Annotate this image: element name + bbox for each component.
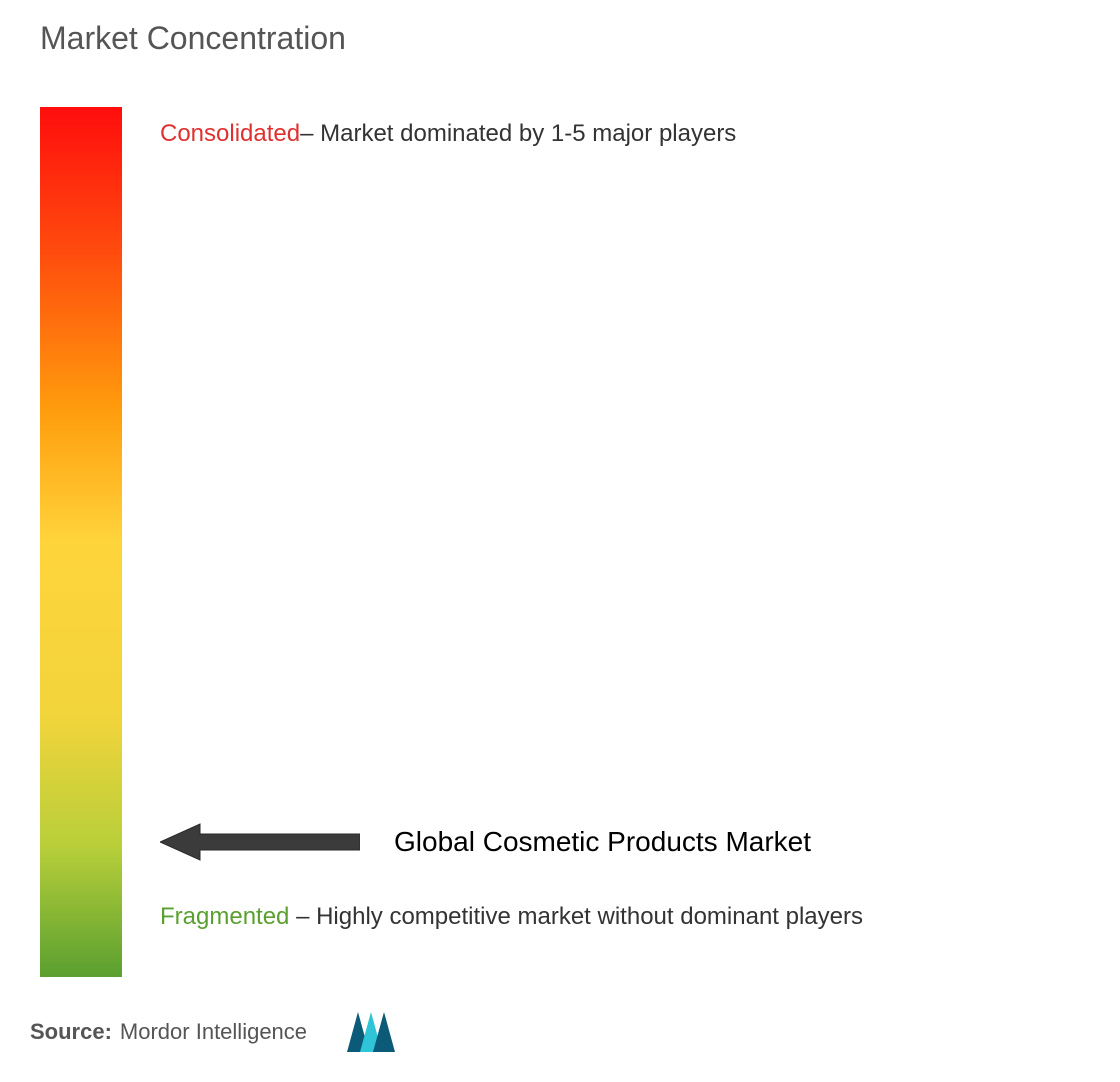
fragmented-label-block: Fragmented – Highly competitive market w… <box>160 897 863 938</box>
mordor-logo-icon <box>347 1012 395 1052</box>
fragmented-term: Fragmented <box>160 903 289 930</box>
market-position-marker: Global Cosmetic Products Market <box>160 821 811 863</box>
source-prefix: Source: <box>30 1019 112 1045</box>
consolidated-desc: – Market dominated by 1-5 major players <box>300 120 736 147</box>
source-footer: Source: Mordor Intelligence <box>30 1012 395 1052</box>
consolidated-term: Consolidated <box>160 120 300 147</box>
source-name: Mordor Intelligence <box>120 1019 307 1045</box>
consolidated-label-block: Consolidated– Market dominated by 1-5 ma… <box>160 117 736 151</box>
market-name-label: Global Cosmetic Products Market <box>394 826 811 858</box>
chart-area: Consolidated– Market dominated by 1-5 ma… <box>30 107 1090 977</box>
arrow-left-icon <box>160 821 360 863</box>
page-title: Market Concentration <box>40 20 1090 57</box>
gradient-scale-bar <box>40 107 122 977</box>
fragmented-desc: – Highly competitive market without domi… <box>289 903 863 930</box>
